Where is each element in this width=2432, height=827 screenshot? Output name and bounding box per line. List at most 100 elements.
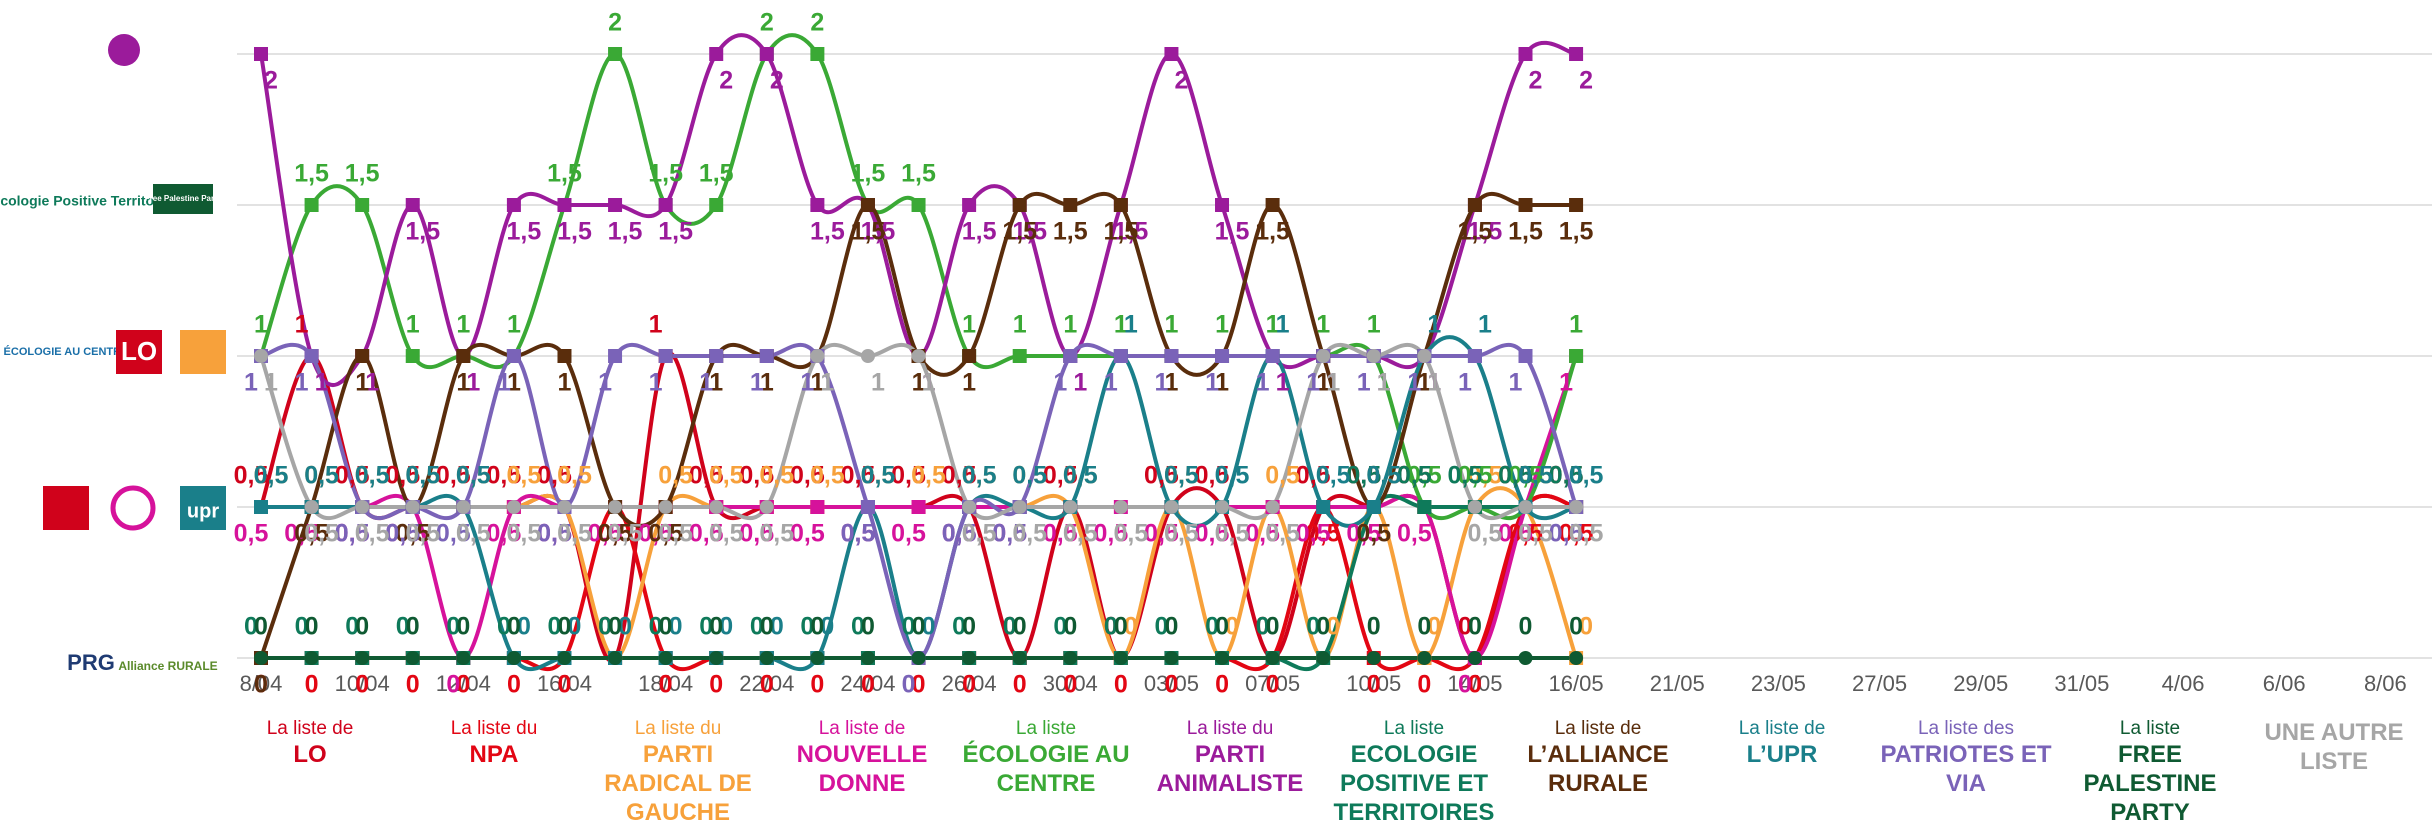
value-label: 0 bbox=[810, 613, 824, 641]
eac-logo: ÉCOLOGIE AU CENTRE bbox=[4, 345, 129, 358]
value-label: 0,5 bbox=[1518, 520, 1553, 548]
upr-logo: upr bbox=[187, 500, 219, 522]
value-label: 0,5 bbox=[456, 462, 491, 490]
value-label: 0,5 bbox=[537, 462, 572, 490]
marker bbox=[1569, 198, 1584, 212]
value-label: 0,5 bbox=[1215, 520, 1250, 548]
value-label: 1,5 bbox=[547, 160, 582, 188]
legend-name: PATRIOTES ET VIA bbox=[1880, 741, 2052, 797]
value-label: 1 bbox=[1316, 311, 1330, 339]
value-label: 0,5 bbox=[284, 520, 319, 548]
marker bbox=[1012, 198, 1027, 212]
marker bbox=[1164, 651, 1179, 665]
value-label: 0 bbox=[1266, 613, 1280, 641]
value-label: 0 bbox=[305, 613, 319, 641]
marker bbox=[1316, 500, 1331, 514]
value-label: 0,5 bbox=[304, 462, 339, 490]
value-label: 0 bbox=[1154, 613, 1168, 641]
value-label: 1 bbox=[1357, 369, 1371, 397]
value-label: 0 bbox=[1104, 613, 1118, 641]
marker bbox=[304, 349, 319, 363]
value-label: 0,5 bbox=[1518, 462, 1553, 490]
value-label: 1 bbox=[1154, 369, 1168, 397]
legend-name: UNE AUTRE LISTE bbox=[2264, 719, 2404, 775]
marker bbox=[1063, 198, 1078, 212]
legend-entry: La liste FREE PALESTINE PARTY bbox=[2058, 718, 2242, 827]
value-label: 1 bbox=[1104, 369, 1118, 397]
value-label: 1 bbox=[1256, 369, 1270, 397]
value-label: 0,5 bbox=[1407, 462, 1442, 490]
marker bbox=[1518, 198, 1533, 212]
marker bbox=[658, 651, 673, 665]
value-label: 1 bbox=[810, 369, 824, 397]
marker bbox=[1467, 198, 1482, 212]
value-label: 1,5 bbox=[1508, 218, 1543, 246]
marker bbox=[1518, 500, 1533, 514]
legend-prefix: La liste du bbox=[1186, 718, 1274, 739]
value-label: 0,5 bbox=[1063, 520, 1098, 548]
marker bbox=[1366, 500, 1381, 514]
value-label: 0 bbox=[1164, 671, 1178, 699]
marker bbox=[1417, 651, 1432, 665]
marker bbox=[456, 500, 471, 514]
value-label: 1,5 bbox=[294, 160, 329, 188]
value-label: 0 bbox=[1266, 671, 1280, 699]
value-label: 0 bbox=[750, 613, 764, 641]
value-label: 0 bbox=[305, 671, 319, 699]
legend-entry: La liste du PARTI RADICAL DE GAUCHE bbox=[586, 718, 770, 827]
x-tick-label: 26/04 bbox=[942, 671, 997, 696]
value-label: 0,5 bbox=[537, 520, 572, 548]
marker bbox=[1113, 198, 1128, 212]
value-label: 0 bbox=[608, 613, 622, 641]
marker bbox=[810, 349, 825, 363]
marker bbox=[1569, 651, 1584, 665]
value-label: 0,5 bbox=[1306, 520, 1341, 548]
value-label: 0,5 bbox=[709, 462, 744, 490]
value-label: 0,5 bbox=[436, 520, 471, 548]
value-label: 1 bbox=[1478, 311, 1492, 339]
value-label: 2 bbox=[760, 9, 774, 37]
value-label: 0,5 bbox=[557, 520, 592, 548]
value-label: 0,5 bbox=[638, 520, 673, 548]
value-label: 0 bbox=[649, 613, 663, 641]
value-label: 1 bbox=[1013, 311, 1027, 339]
value-label: 0,5 bbox=[507, 520, 542, 548]
marker bbox=[658, 349, 673, 363]
marker bbox=[1366, 651, 1381, 665]
value-label: 0,5 bbox=[739, 520, 774, 548]
marker bbox=[405, 651, 420, 665]
legend-prefix: La liste du bbox=[634, 718, 722, 739]
x-tick-label: 03/05 bbox=[1144, 671, 1199, 696]
value-label: 0 bbox=[1306, 613, 1320, 641]
value-label: 0 bbox=[820, 613, 834, 641]
marker bbox=[1215, 651, 1230, 665]
value-label: 0 bbox=[355, 671, 369, 699]
value-label: 1,5 bbox=[861, 218, 896, 246]
value-label: 1 bbox=[315, 369, 329, 397]
value-label: 0,5 bbox=[355, 520, 390, 548]
animaliste-logo bbox=[108, 34, 140, 66]
value-label: 0,5 bbox=[1346, 462, 1381, 490]
value-label: 0,5 bbox=[598, 520, 633, 548]
marker bbox=[456, 651, 471, 665]
fpp-logo: Free Palestine Party bbox=[145, 194, 222, 203]
value-label: 1 bbox=[820, 369, 834, 397]
marker bbox=[1113, 349, 1128, 363]
value-label: 0 bbox=[406, 613, 420, 641]
value-label: 1 bbox=[649, 369, 663, 397]
marker bbox=[304, 651, 319, 665]
marker bbox=[962, 500, 977, 514]
value-label: 0,5 bbox=[405, 462, 440, 490]
value-label: 0,5 bbox=[1498, 520, 1533, 548]
alliance-logo: Alliance RURALE bbox=[118, 659, 217, 673]
value-label: 1 bbox=[922, 369, 936, 397]
value-label: 0 bbox=[295, 613, 309, 641]
marker bbox=[810, 198, 825, 212]
value-label: 0 bbox=[1114, 671, 1128, 699]
x-tick-label: 16/04 bbox=[537, 671, 592, 696]
value-label: 0,5 bbox=[1113, 520, 1148, 548]
value-label: 2 bbox=[719, 67, 733, 95]
marker bbox=[254, 47, 268, 61]
value-label: 0 bbox=[952, 613, 966, 641]
